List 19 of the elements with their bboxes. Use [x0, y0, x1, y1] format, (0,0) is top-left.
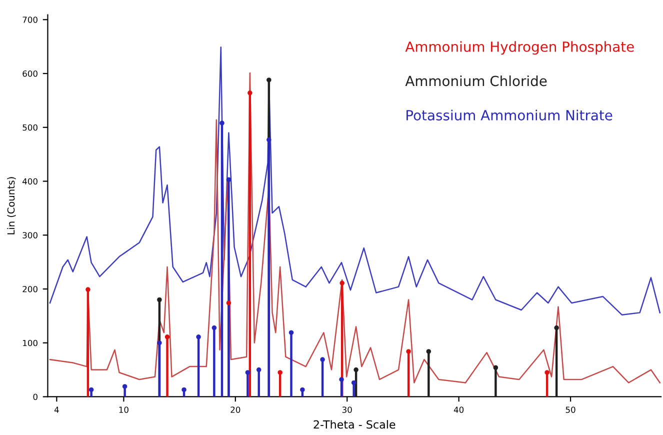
- y-tick-label: 0: [33, 394, 38, 400]
- y-tick-label: 500: [22, 124, 38, 131]
- x-tick-label: 50: [566, 406, 576, 413]
- text: Potassium Ammonium Nitrate: [406, 110, 612, 120]
- x-tick-label: 30: [342, 406, 352, 413]
- text: Ammonium Chloride: [405, 75, 547, 86]
- y-axis-title: Lin (Counts): [7, 177, 16, 234]
- x-tick-label: 20: [230, 406, 240, 413]
- y-tick-label: 400: [22, 178, 38, 185]
- x-tick-label: 40: [454, 406, 464, 413]
- x-axis-title: 2-Theta - Scale: [314, 420, 396, 429]
- y-tick-label: 700: [22, 16, 38, 23]
- y-tick-label: 100: [23, 340, 38, 346]
- x-tick-label: 4: [54, 406, 59, 413]
- y-tick-label: 300: [22, 232, 38, 238]
- y-tick-label: 600: [22, 70, 38, 77]
- text: Ammonium Hydrogen Phosphate: [405, 41, 634, 55]
- x-tick-label: 10: [119, 406, 128, 413]
- y-tick-label: 200: [22, 286, 38, 292]
